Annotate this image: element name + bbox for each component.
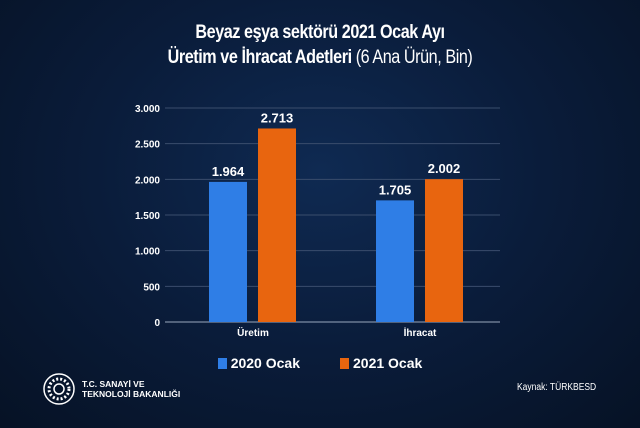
legend: 2020 Ocak 2021 Ocak [0,355,640,371]
y-tick-label: 500 [143,282,160,293]
x-tick-label: İhracat [404,326,437,339]
bar-2021-ocak-0 [258,128,296,322]
legend-label-2020: 2020 Ocak [230,355,300,371]
bar-2020-ocak-0 [209,181,247,322]
ministry-emblem-icon [43,373,75,405]
logo-text-2: TEKNOLOJİ BAKANLIĞI [82,389,181,399]
data-label: 2.002 [428,161,461,176]
bar-2020-ocak-1 [376,200,414,322]
y-tick-label: 2.500 [135,140,160,151]
ministry-logo: T.C. SANAYİ VE TEKNOLOJİ BAKANLIĞI [42,372,180,406]
source-note: Kaynak: TÜRKBESD [516,382,596,393]
legend-swatch-2020 [217,357,227,369]
data-label: 1.964 [212,164,245,179]
y-tick-label: 3.000 [135,104,160,115]
data-label: 2.713 [261,110,294,125]
legend-item-2021: 2021 Ocak [340,355,422,371]
legend-swatch-2021 [340,357,349,369]
legend-label-2021: 2021 Ocak [353,355,423,371]
title-subtitle: (6 Ana Ürün, Bin) [355,47,473,68]
legend-item-2020: 2020 Ocak [217,355,300,371]
x-tick-label: Üretim [237,326,269,339]
title-line-2: Üretim ve İhracat Adetleri [167,47,352,68]
data-label: 1.705 [379,182,412,197]
y-tick-label: 0 [154,318,160,329]
bar-2021-ocak-1 [425,179,463,322]
logo-text-1: T.C. SANAYİ VE [82,379,145,389]
y-tick-label: 2.000 [135,175,160,186]
y-tick-label: 1.500 [135,211,160,222]
title-line-1: Beyaz eşya sektörü 2021 Ocak Ayı [195,22,445,43]
chart-title: Beyaz eşya sektörü 2021 Ocak Ayı Üretim … [48,20,592,70]
y-tick-label: 1.000 [135,247,160,258]
